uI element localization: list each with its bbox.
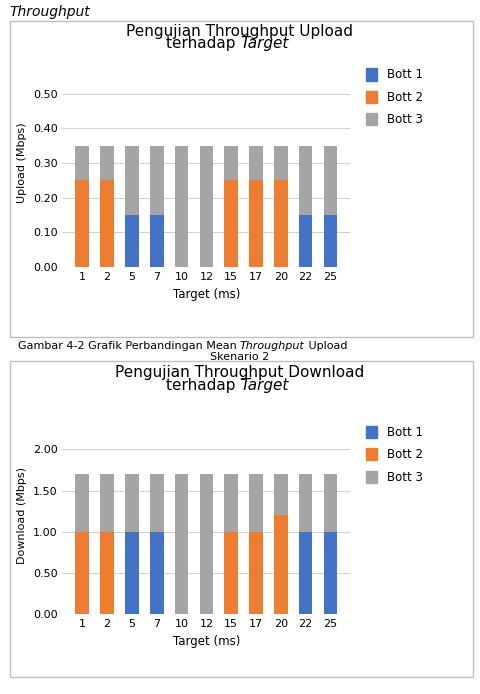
Text: Target: Target bbox=[240, 36, 288, 51]
Bar bbox=[324, 532, 337, 614]
Bar bbox=[125, 474, 139, 532]
Bar bbox=[175, 146, 189, 267]
Bar bbox=[150, 474, 164, 532]
Bar bbox=[274, 474, 288, 515]
Bar bbox=[75, 146, 89, 180]
Bar bbox=[150, 215, 164, 267]
Text: Throughput: Throughput bbox=[10, 5, 90, 19]
Bar bbox=[299, 532, 312, 614]
Text: Throughput: Throughput bbox=[240, 341, 305, 351]
Bar bbox=[224, 474, 238, 532]
Bar bbox=[249, 180, 263, 267]
Bar bbox=[150, 146, 164, 215]
Text: Upload: Upload bbox=[305, 341, 348, 351]
X-axis label: Target (ms): Target (ms) bbox=[173, 287, 240, 301]
Bar bbox=[200, 474, 213, 614]
Y-axis label: Upload (Mbps): Upload (Mbps) bbox=[17, 123, 27, 203]
Bar bbox=[324, 146, 337, 215]
Bar bbox=[100, 180, 114, 267]
Bar bbox=[224, 180, 238, 267]
Text: Gambar 4-2 Grafik Perbandingan Mean: Gambar 4-2 Grafik Perbandingan Mean bbox=[18, 341, 240, 351]
Bar bbox=[324, 474, 337, 532]
Y-axis label: Download (Mbps): Download (Mbps) bbox=[17, 467, 27, 564]
Bar bbox=[249, 146, 263, 180]
Bar bbox=[125, 532, 139, 614]
Bar bbox=[75, 180, 89, 267]
Legend: Bott 1, Bott 2, Bott 3: Bott 1, Bott 2, Bott 3 bbox=[362, 423, 426, 487]
Bar bbox=[249, 474, 263, 532]
Bar bbox=[100, 474, 114, 532]
Bar bbox=[274, 515, 288, 614]
Bar bbox=[249, 532, 263, 614]
Bar bbox=[125, 215, 139, 267]
Bar bbox=[175, 474, 189, 614]
X-axis label: Target (ms): Target (ms) bbox=[173, 634, 240, 648]
Bar bbox=[100, 146, 114, 180]
Bar bbox=[125, 146, 139, 215]
Bar bbox=[75, 532, 89, 614]
Bar bbox=[75, 474, 89, 532]
Bar bbox=[274, 180, 288, 267]
Text: terhadap: terhadap bbox=[166, 378, 240, 393]
Bar bbox=[274, 146, 288, 180]
Text: terhadap: terhadap bbox=[166, 36, 240, 51]
Bar bbox=[200, 146, 213, 267]
Bar bbox=[324, 215, 337, 267]
Bar bbox=[299, 474, 312, 532]
Bar bbox=[299, 215, 312, 267]
Bar bbox=[150, 532, 164, 614]
Text: Pengujian Throughput Upload: Pengujian Throughput Upload bbox=[127, 24, 353, 39]
Bar bbox=[224, 532, 238, 614]
Legend: Bott 1, Bott 2, Bott 3: Bott 1, Bott 2, Bott 3 bbox=[362, 65, 426, 130]
Bar bbox=[224, 146, 238, 180]
Text: Target: Target bbox=[240, 378, 288, 393]
Bar bbox=[100, 532, 114, 614]
Text: Skenario 2: Skenario 2 bbox=[210, 352, 270, 362]
Text: Pengujian Throughput Download: Pengujian Throughput Download bbox=[115, 365, 365, 380]
Bar bbox=[299, 146, 312, 215]
